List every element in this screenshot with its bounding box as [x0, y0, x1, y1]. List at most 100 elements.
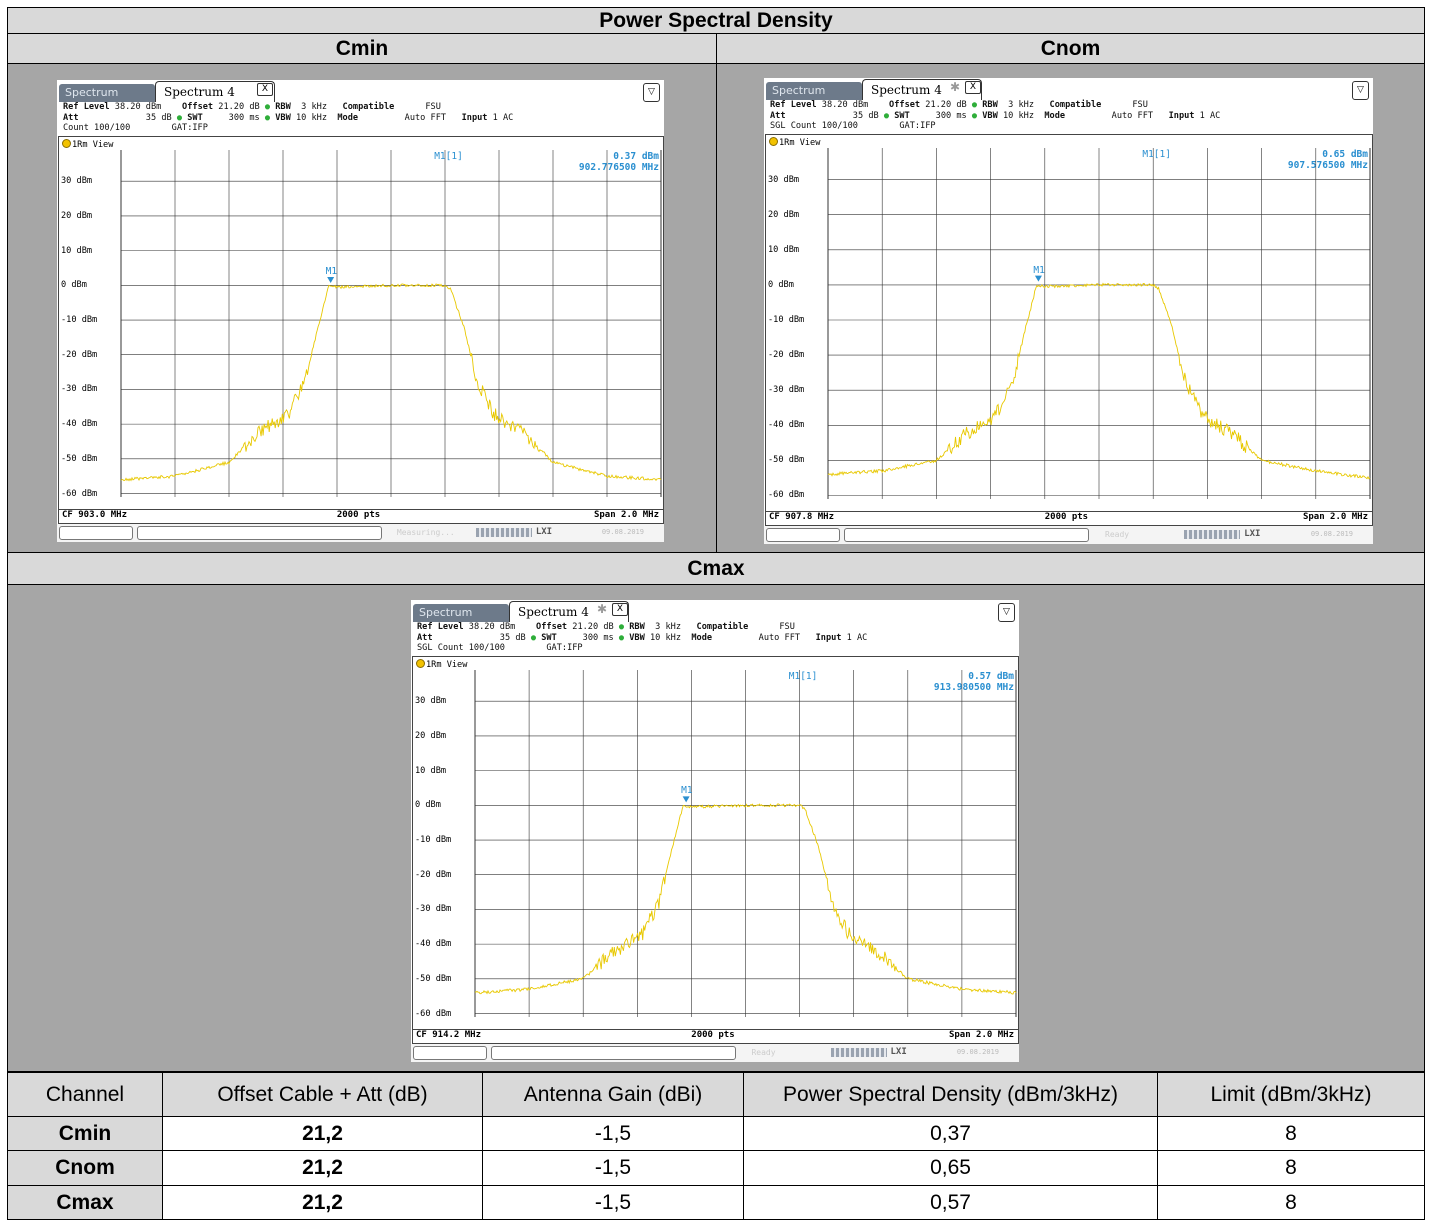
analyzer-screen-cmax: Spectrum Spectrum 4 ✱ X ▽ Ref Level 38.20 dBm… — [411, 600, 1019, 1062]
lxi-icon: LXI — [1244, 529, 1261, 539]
center-frequency: CF 914.2 MHz — [416, 1030, 482, 1040]
span-value: Span 2.0 MHz — [593, 510, 659, 520]
att-label: Att — [770, 110, 786, 121]
span-value: Span 2.0 MHz — [1302, 512, 1368, 522]
close-tab-icon[interactable]: X — [965, 81, 981, 94]
y-tick-label: 10 dBm — [415, 765, 447, 776]
ref-level-value: 38.20 dBm — [468, 622, 516, 632]
marker-triangle-icon — [682, 796, 690, 803]
table-cell-limit: 8 — [1157, 1150, 1425, 1186]
status-bar: Ready LXI 09.08.2019 — [764, 526, 1373, 544]
status-date: 09.08.2019 — [601, 528, 644, 536]
points-count: 2000 pts — [1044, 512, 1089, 522]
tab-spectrum-4[interactable]: Spectrum 4 — [155, 81, 275, 102]
menu-icon[interactable]: ▽ — [643, 83, 660, 102]
ref-level-label: Ref Level — [63, 102, 110, 112]
gat-value: GAT:IFP — [899, 121, 936, 131]
y-tick-label: -10 dBm — [61, 315, 98, 326]
trace-line — [120, 283, 662, 482]
offset-value: 21.20 dB — [218, 102, 260, 112]
plot-area: M1 M1[1] 0.37 dBm 902.776500 MHz — [120, 150, 662, 497]
marker-level: 0.57 dBm — [968, 671, 1014, 682]
status-box-left[interactable] — [766, 528, 840, 542]
att-value: 35 dB — [145, 112, 172, 123]
table-header-limit: Limit (dBm/3kHz) — [1157, 1072, 1425, 1117]
status-text: Ready — [751, 1048, 776, 1057]
y-tick-label: -50 dBm — [768, 455, 805, 466]
table-header-antenna-gain: Antenna Gain (dBi) — [482, 1072, 744, 1117]
table-cell-power-spectral-density: 0,57 — [743, 1185, 1158, 1220]
close-tab-icon[interactable]: X — [612, 603, 628, 616]
marker-tag: M1 — [681, 785, 693, 797]
tab-spectrum-4[interactable]: Spectrum 4 — [509, 601, 629, 622]
input-label: Input — [1168, 110, 1195, 121]
status-box-left[interactable] — [59, 526, 133, 540]
y-tick-label: -30 dBm — [61, 384, 98, 395]
rbw-value: 3 kHz — [655, 622, 682, 632]
status-box-left[interactable] — [413, 1046, 487, 1060]
rbw-label: RBW — [982, 100, 998, 110]
menu-icon[interactable]: ▽ — [1352, 81, 1369, 100]
span-value: Span 2.0 MHz — [948, 1030, 1014, 1040]
status-box-main[interactable] — [844, 528, 1089, 542]
status-dot-icon: ● — [971, 110, 978, 121]
trace-window: 1Rm View M1 M1[1] 0.37 dBm 902.776500 MHz 30 … — [58, 136, 664, 524]
star-icon: ✱ — [597, 602, 608, 616]
input-value: 1 AC — [492, 112, 514, 123]
mode-label: Mode — [691, 632, 713, 643]
table-cell-offset-cable-att: 21,2 — [162, 1116, 483, 1151]
table-header-power-spectral-density: Power Spectral Density (dBm/3kHz) — [743, 1072, 1158, 1117]
menu-icon[interactable]: ▽ — [998, 603, 1015, 622]
y-tick-label: -60 dBm — [415, 1008, 452, 1019]
lxi-icon: LXI — [890, 1047, 907, 1057]
y-tick-label: -20 dBm — [768, 350, 805, 361]
table-header-offset-cable-att: Offset Cable + Att (dB) — [162, 1072, 483, 1117]
vbw-label: VBW — [982, 110, 998, 121]
status-box-main[interactable] — [491, 1046, 736, 1060]
gat-value: GAT:IFP — [546, 643, 583, 653]
rbw-value: 3 kHz — [301, 102, 328, 112]
bottom-bar: CF 907.8 MHz 2000 pts Span 2.0 MHz — [766, 511, 1372, 524]
cnom-header: Cnom — [716, 33, 1425, 64]
status-dot-icon: ● — [618, 622, 625, 632]
settings-info: Ref Level 38.20 dBm Offset 21.20 dB ● RB… — [417, 622, 867, 654]
bottom-bar: CF 914.2 MHz 2000 pts Span 2.0 MHz — [413, 1029, 1018, 1042]
ref-level-value: 38.20 dBm — [114, 102, 162, 112]
marker-level: 0.65 dBm — [1322, 149, 1368, 160]
tab-spectrum-4[interactable]: Spectrum 4 — [862, 79, 982, 100]
rbw-label: RBW — [629, 622, 645, 632]
status-dot-icon: ● — [530, 632, 537, 643]
star-icon: ✱ — [950, 80, 961, 94]
status-dot-icon: ● — [971, 100, 978, 110]
input-label: Input — [461, 112, 488, 123]
close-tab-icon[interactable]: X — [257, 83, 273, 96]
table-header-channel: Channel — [7, 1072, 163, 1117]
swt-label: SWT — [894, 110, 910, 121]
offset-label: Offset — [536, 622, 568, 632]
y-tick-label: -50 dBm — [61, 453, 98, 464]
mode-label: Mode — [337, 112, 359, 123]
y-tick-label: -10 dBm — [415, 835, 452, 846]
y-tick-label: 20 dBm — [61, 210, 93, 221]
marker-name: M1[1] — [788, 671, 818, 682]
tab-spectrum[interactable]: Spectrum — [59, 84, 155, 102]
table-cell-channel: Cmin — [7, 1116, 163, 1151]
view-dot-icon — [62, 139, 71, 148]
tab-spectrum[interactable]: Spectrum — [766, 82, 862, 100]
status-box-main[interactable] — [137, 526, 382, 540]
input-label: Input — [815, 632, 842, 643]
offset-label: Offset — [889, 100, 921, 110]
mode-value: Auto FFT — [758, 632, 801, 643]
table-cell-limit: 8 — [1157, 1116, 1425, 1151]
lxi-icon: LXI — [535, 527, 553, 537]
table-cell-power-spectral-density: 0,37 — [743, 1116, 1158, 1151]
tab-spectrum[interactable]: Spectrum — [413, 604, 509, 622]
view-dot-icon — [416, 659, 425, 668]
marker-triangle-icon — [1034, 275, 1042, 282]
swt-value: 300 ms — [228, 112, 260, 123]
cmin-header: Cmin — [7, 33, 717, 64]
status-text: Measuring... — [396, 528, 455, 537]
table-cell-power-spectral-density: 0,65 — [743, 1150, 1158, 1186]
att-value: 35 dB — [852, 110, 879, 121]
table-cell-antenna-gain: -1,5 — [482, 1150, 744, 1186]
